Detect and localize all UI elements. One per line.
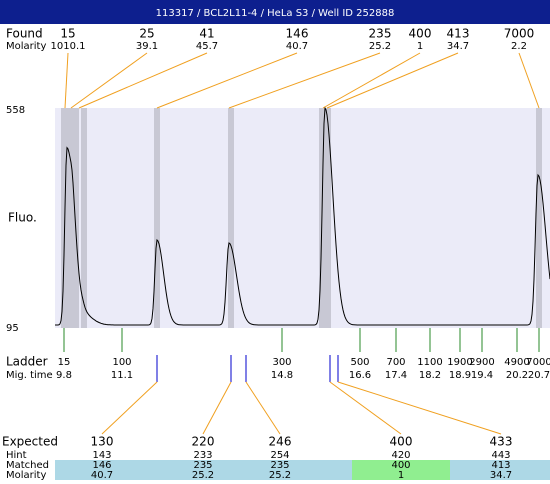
table-cell: 235 — [270, 460, 289, 471]
found-molarity: 39.1 — [136, 41, 158, 52]
found-molarity: 34.7 — [447, 41, 469, 52]
table-cell: 254 — [270, 450, 289, 461]
ladder-label: Ladder — [6, 355, 48, 369]
table-cell: 235 — [193, 460, 212, 471]
ladder-time: 19.4 — [471, 370, 493, 381]
ladder-time: 17.4 — [385, 370, 407, 381]
molarity-label: Molarity — [6, 41, 46, 52]
row-label: Molarity — [6, 470, 46, 480]
ladder-size: 4900 — [504, 357, 529, 368]
peak-band — [81, 108, 87, 328]
ladder-time: 20.7 — [528, 370, 550, 381]
table-cell: 25.2 — [269, 470, 291, 480]
found-size: 7000 — [504, 27, 535, 41]
found-size: 235 — [369, 27, 392, 41]
ladder-size: 7000 — [526, 357, 550, 368]
found-size: 15 — [60, 27, 75, 41]
plot-area — [55, 108, 550, 328]
ladder-size: 1100 — [417, 357, 442, 368]
ladder-size: 500 — [350, 357, 369, 368]
peak-band — [73, 108, 79, 328]
matched-highlight — [352, 460, 450, 480]
found-molarity: 25.2 — [369, 41, 391, 52]
table-cell: 400 — [391, 460, 410, 471]
table-cell: 143 — [92, 450, 111, 461]
found-size: 400 — [409, 27, 432, 41]
found-connector — [326, 52, 459, 109]
expected-connector — [337, 381, 502, 435]
table-cell: 40.7 — [91, 470, 113, 480]
ladder-time: 11.1 — [111, 370, 133, 381]
expected-connector — [329, 381, 402, 435]
found-molarity: 1010.1 — [51, 41, 86, 52]
table-cell: 233 — [193, 450, 212, 461]
peak-band — [154, 108, 160, 328]
found-connector — [156, 52, 298, 109]
found-size: 25 — [139, 27, 154, 41]
found-connector — [78, 52, 208, 109]
table-cell: 34.7 — [490, 470, 512, 480]
found-molarity: 2.2 — [511, 41, 527, 52]
table-cell: 420 — [391, 450, 410, 461]
found-connector — [322, 52, 421, 109]
table-cell: 146 — [92, 460, 111, 471]
trace — [55, 106, 550, 326]
table-cell: 25.2 — [192, 470, 214, 480]
found-size: 41 — [199, 27, 214, 41]
found-molarity: 40.7 — [286, 41, 308, 52]
row-label: Hint — [6, 450, 27, 461]
ladder-time: 16.6 — [349, 370, 371, 381]
peak-band — [228, 108, 234, 328]
header-bar — [0, 0, 550, 24]
ladder-size: 100 — [112, 357, 131, 368]
table-cell: 443 — [491, 450, 510, 461]
matched-band — [55, 460, 550, 480]
table-cell: 413 — [491, 460, 510, 471]
found-label: Found — [6, 27, 43, 41]
found-size: 413 — [447, 27, 470, 41]
table-cell: 433 — [490, 435, 513, 449]
table-cell: 1 — [398, 470, 404, 480]
found-molarity: 1 — [417, 41, 423, 52]
row-label: Matched — [6, 460, 49, 471]
header-title: 113317 / BCL2L11-4 / HeLa S3 / Well ID 2… — [156, 8, 395, 19]
found-connector — [64, 52, 69, 109]
ladder-size: 15 — [58, 357, 71, 368]
ladder-size: 300 — [272, 357, 291, 368]
mig-time-label: Mig. time — [6, 370, 53, 381]
table-cell: 220 — [192, 435, 215, 449]
peak-band — [61, 108, 67, 328]
peak-band — [67, 108, 73, 328]
found-connector — [518, 52, 540, 109]
ladder-size: 2900 — [469, 357, 494, 368]
table-cell: 246 — [269, 435, 292, 449]
y-top: 558 — [6, 105, 25, 116]
peak-band — [536, 108, 542, 328]
ladder-time: 20.2 — [506, 370, 528, 381]
expected-connector — [245, 381, 281, 435]
expected-connector — [101, 381, 158, 435]
ladder-size: 1900 — [447, 357, 472, 368]
table-cell: 400 — [390, 435, 413, 449]
found-connector — [70, 52, 148, 109]
row-label: Expected — [2, 435, 58, 449]
ladder-time: 14.8 — [271, 370, 293, 381]
ladder-time: 18.9 — [449, 370, 471, 381]
peak-band — [325, 108, 331, 328]
y-bottom: 95 — [6, 323, 19, 334]
expected-connector — [202, 381, 232, 435]
table-cell: 130 — [91, 435, 114, 449]
ladder-time: 9.8 — [56, 370, 72, 381]
found-size: 146 — [286, 27, 309, 41]
ladder-time: 18.2 — [419, 370, 441, 381]
found-connector — [228, 52, 381, 109]
found-molarity: 45.7 — [196, 41, 218, 52]
content: 151010.12539.14145.714640.723525.2400141… — [2, 27, 550, 481]
ladder-size: 700 — [386, 357, 405, 368]
y-label: Fluo. — [8, 211, 37, 225]
